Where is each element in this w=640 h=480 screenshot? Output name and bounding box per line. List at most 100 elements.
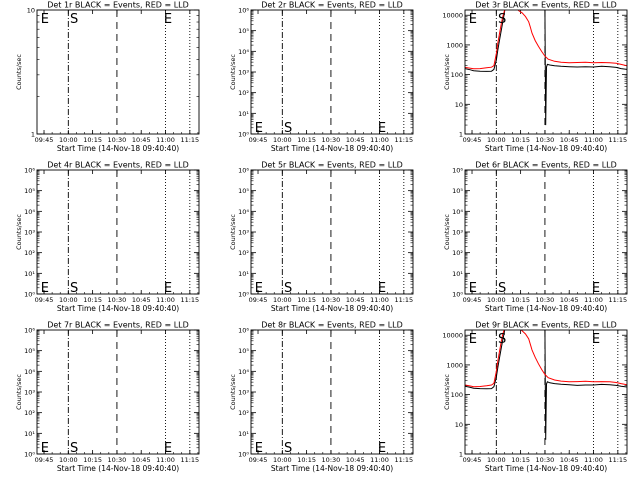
x-tick-label: 10:30 xyxy=(536,136,555,144)
y-tick-label: 10² xyxy=(24,409,35,417)
x-tick-label: 10:30 xyxy=(322,456,341,464)
start-marker: S xyxy=(70,441,78,456)
panel-title: Det 3r BLACK = Events, RED = LLD xyxy=(475,1,617,10)
y-axis-label: Counts/sec xyxy=(229,214,237,250)
y-tick-label: 10⁰ xyxy=(24,451,35,459)
x-tick-label: 10:15 xyxy=(511,296,530,304)
x-tick-label: 11:15 xyxy=(180,296,199,304)
y-tick-label: 1 xyxy=(31,131,35,139)
axes-frame xyxy=(464,169,628,295)
y-tick-label: 10³ xyxy=(238,389,249,397)
x-tick-label: 11:00 xyxy=(370,456,389,464)
axes-frame xyxy=(464,9,628,135)
end-marker: E xyxy=(41,12,49,27)
x-tick-label: 11:15 xyxy=(394,296,413,304)
start-marker: S xyxy=(498,12,506,27)
y-tick-label: 10⁶ xyxy=(452,167,463,175)
y-tick-label: 10² xyxy=(24,249,35,257)
y-tick-label: 10⁰ xyxy=(452,291,463,299)
axes-frame xyxy=(464,329,628,455)
panel-det-6: Det 6r BLACK = Events, RED = LLD Counts/s… xyxy=(443,161,628,313)
x-tick-label: 09:45 xyxy=(249,456,268,464)
end-marker: E xyxy=(164,281,172,296)
x-tick-label: 10:00 xyxy=(273,296,292,304)
x-tick-label: 11:00 xyxy=(584,456,603,464)
x-tick-label: 11:15 xyxy=(394,136,413,144)
y-tick-label: 10⁵ xyxy=(238,347,249,355)
end-marker: E xyxy=(469,281,477,296)
y-axis-label: Counts/sec xyxy=(15,54,23,90)
axes-frame xyxy=(250,9,414,135)
x-tick-label: 11:15 xyxy=(608,456,627,464)
y-tick-label: 10⁶ xyxy=(238,167,249,175)
y-axis-label: Counts/sec xyxy=(229,374,237,410)
x-tick-label: 10:15 xyxy=(511,136,530,144)
y-tick-label: 10¹ xyxy=(238,430,249,438)
x-tick-label: 10:45 xyxy=(132,136,151,144)
x-tick-label: 11:15 xyxy=(394,456,413,464)
x-tick-label: 09:45 xyxy=(463,296,482,304)
y-tick-label: 10³ xyxy=(238,69,249,77)
axes-frame xyxy=(250,169,414,295)
x-axis-label: Start Time (14-Nov-18 09:40:40) xyxy=(485,304,607,313)
y-axis-label: Counts/sec xyxy=(443,54,451,90)
series-events-line xyxy=(465,330,627,440)
y-tick-label: 10⁴ xyxy=(24,368,35,376)
y-tick-label: 1000 xyxy=(446,41,463,49)
x-axis-label: Start Time (14-Nov-18 09:40:40) xyxy=(485,464,607,473)
x-tick-label: 10:45 xyxy=(346,456,365,464)
x-tick-label: 09:45 xyxy=(463,136,482,144)
end-marker: E xyxy=(592,332,600,347)
x-tick-label: 10:00 xyxy=(59,456,78,464)
y-tick-label: 10⁵ xyxy=(238,27,249,35)
x-tick-label: 09:45 xyxy=(35,296,54,304)
x-tick-label: 11:00 xyxy=(584,296,603,304)
y-tick-label: 10⁰ xyxy=(238,291,249,299)
end-marker: E xyxy=(255,121,263,136)
panel-det-9: Det 9r BLACK = Events, RED = LLD Counts/s… xyxy=(442,321,628,473)
x-tick-label: 10:00 xyxy=(487,136,506,144)
panel-det-3: Det 3r BLACK = Events, RED = LLD Counts/s… xyxy=(442,1,628,153)
end-marker: E xyxy=(592,12,600,27)
y-tick-label: 10² xyxy=(238,89,249,97)
x-tick-label: 11:15 xyxy=(180,456,199,464)
panel-title: Det 1r BLACK = Events, RED = LLD xyxy=(47,1,189,10)
y-tick-label: 10⁴ xyxy=(238,48,249,56)
end-marker: E xyxy=(378,121,386,136)
y-tick-label: 10³ xyxy=(452,229,463,237)
x-tick-label: 10:00 xyxy=(59,136,78,144)
y-tick-label: 10¹ xyxy=(452,270,463,278)
x-tick-label: 10:15 xyxy=(297,456,316,464)
panel-title: Det 9r BLACK = Events, RED = LLD xyxy=(475,321,617,330)
y-tick-label: 10⁴ xyxy=(238,368,249,376)
y-tick-label: 10² xyxy=(452,249,463,257)
y-tick-label: 10⁵ xyxy=(24,187,35,195)
x-tick-label: 10:15 xyxy=(83,456,102,464)
x-tick-label: 11:15 xyxy=(608,296,627,304)
panel-title: Det 4r BLACK = Events, RED = LLD xyxy=(47,161,189,170)
y-tick-label: 10 xyxy=(455,421,463,429)
x-tick-label: 11:00 xyxy=(370,136,389,144)
axes-frame xyxy=(36,169,200,295)
y-tick-label: 10⁴ xyxy=(24,208,35,216)
end-marker: E xyxy=(164,12,172,27)
y-axis-label: Counts/sec xyxy=(443,374,451,410)
x-tick-label: 10:15 xyxy=(83,296,102,304)
start-marker: S xyxy=(284,121,292,136)
x-tick-label: 11:00 xyxy=(370,296,389,304)
x-axis-label: Start Time (14-Nov-18 09:40:40) xyxy=(57,304,179,313)
x-tick-label: 10:45 xyxy=(560,456,579,464)
x-tick-label: 10:00 xyxy=(273,136,292,144)
x-tick-label: 11:00 xyxy=(156,296,175,304)
panel-title: Det 5r BLACK = Events, RED = LLD xyxy=(261,161,403,170)
y-tick-label: 10¹ xyxy=(238,110,249,118)
y-tick-label: 100 xyxy=(451,71,463,79)
y-tick-label: 10000 xyxy=(442,12,463,20)
end-marker: E xyxy=(41,281,49,296)
y-tick-label: 100 xyxy=(451,391,463,399)
x-axis-label: Start Time (14-Nov-18 09:40:40) xyxy=(57,144,179,153)
y-tick-label: 10⁵ xyxy=(452,187,463,195)
panel-det-4: Det 4r BLACK = Events, RED = LLD Counts/s… xyxy=(15,161,200,313)
series-lld-line xyxy=(465,330,627,388)
y-tick-label: 10⁰ xyxy=(24,291,35,299)
